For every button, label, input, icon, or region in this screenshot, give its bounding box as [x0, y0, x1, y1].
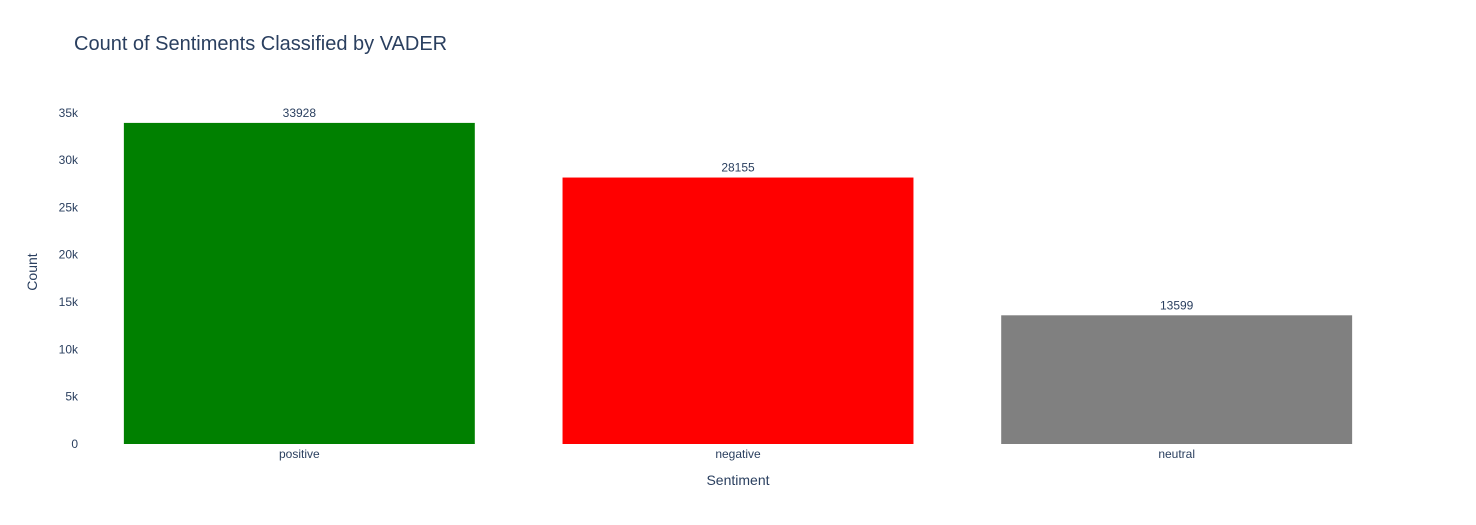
x-tick-label-positive: positive [279, 447, 320, 461]
y-tick-label: 25k [59, 200, 79, 214]
y-axis-title: Count [24, 253, 40, 290]
data-labels: 33928 28155 13599 [283, 106, 1194, 312]
y-tick-label: 20k [59, 248, 79, 262]
y-tick-label: 15k [59, 295, 79, 309]
bar-positive[interactable] [123, 122, 475, 445]
bar-neutral[interactable] [1001, 315, 1353, 444]
x-tick-label-neutral: neutral [1158, 447, 1195, 461]
x-axis-title: Sentiment [706, 472, 769, 488]
y-tick-label: 10k [59, 342, 79, 356]
y-tick-label: 35k [59, 106, 79, 120]
y-tick-label: 30k [59, 153, 79, 167]
data-label-neutral: 13599 [1160, 298, 1194, 312]
x-tick-label-negative: negative [715, 447, 761, 461]
data-label-positive: 33928 [283, 106, 317, 120]
bar-negative[interactable] [562, 177, 914, 445]
data-label-negative: 28155 [721, 161, 755, 175]
chart-title: Count of Sentiments Classified by VADER [74, 33, 447, 55]
x-axis: positive negative neutral [279, 447, 1195, 461]
y-axis: 0 5k 10k 15k 20k 25k 30k 35k [59, 106, 79, 451]
bar-series [123, 122, 1353, 445]
y-tick-label: 5k [65, 390, 79, 404]
y-tick-label: 0 [71, 437, 78, 451]
